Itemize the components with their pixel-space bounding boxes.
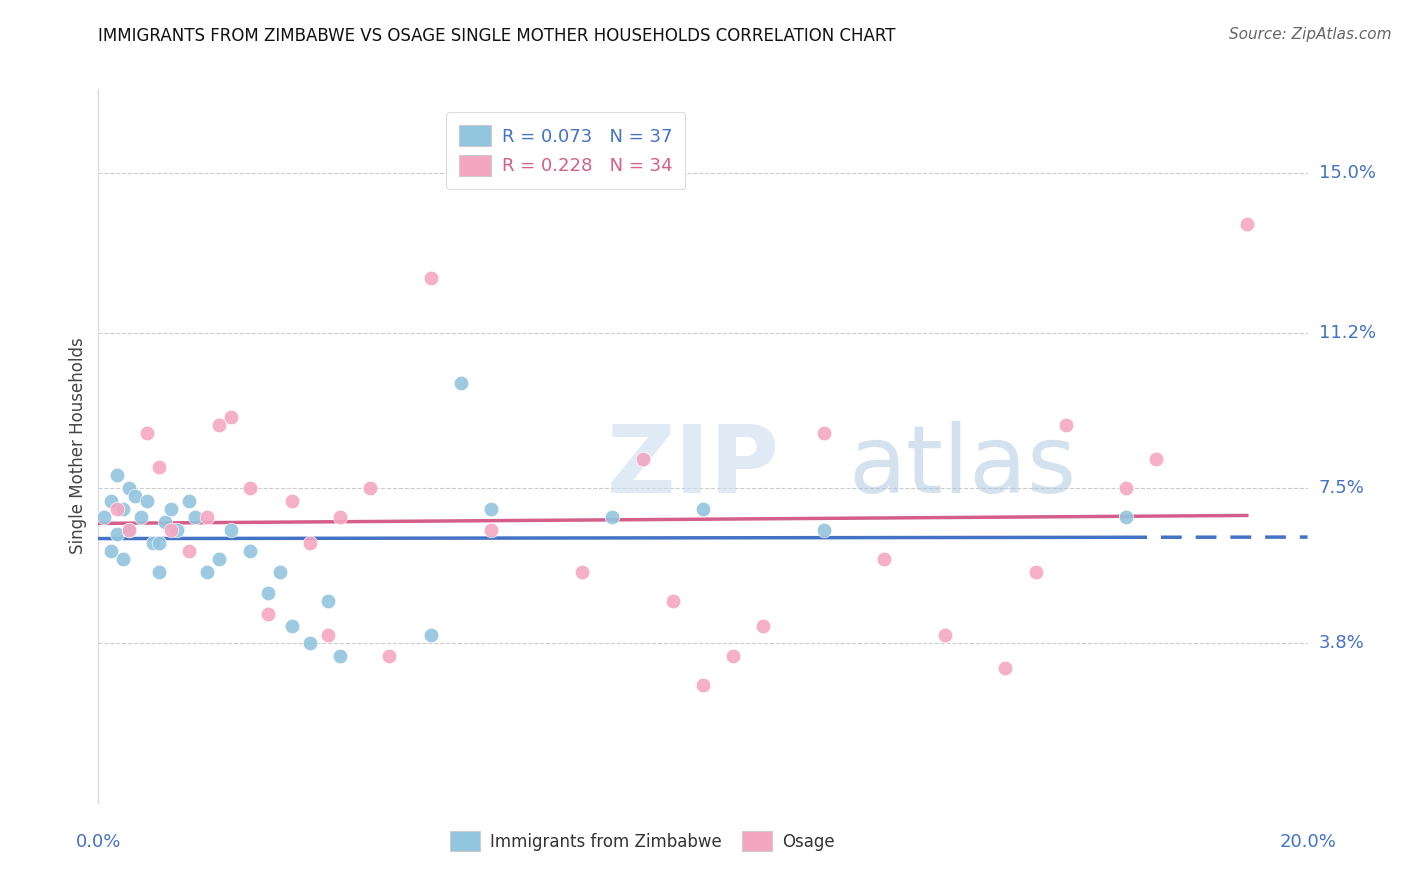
Point bbox=[631, 451, 654, 466]
Point bbox=[329, 510, 352, 524]
Point bbox=[195, 510, 218, 524]
Text: 0.0%: 0.0% bbox=[76, 833, 121, 851]
Text: 7.5%: 7.5% bbox=[1319, 479, 1365, 497]
Point bbox=[1024, 565, 1046, 579]
Point bbox=[752, 619, 775, 633]
Point bbox=[873, 552, 896, 566]
Text: Source: ZipAtlas.com: Source: ZipAtlas.com bbox=[1229, 27, 1392, 42]
Point bbox=[166, 523, 188, 537]
Point bbox=[105, 502, 128, 516]
Point bbox=[994, 661, 1017, 675]
Point bbox=[481, 502, 503, 516]
Point bbox=[481, 523, 503, 537]
Point bbox=[1115, 510, 1137, 524]
Point bbox=[299, 636, 322, 650]
Point bbox=[184, 510, 207, 524]
Point bbox=[256, 586, 278, 600]
Point bbox=[377, 648, 399, 663]
Point bbox=[239, 481, 262, 495]
Point bbox=[208, 417, 231, 432]
Point bbox=[105, 468, 128, 483]
Point bbox=[118, 523, 141, 537]
Point bbox=[723, 648, 745, 663]
Text: 20.0%: 20.0% bbox=[1279, 833, 1336, 851]
Point bbox=[420, 628, 443, 642]
Point bbox=[208, 552, 231, 566]
Point bbox=[105, 527, 128, 541]
Point bbox=[118, 481, 141, 495]
Point bbox=[571, 565, 593, 579]
Point bbox=[934, 628, 956, 642]
Point bbox=[129, 510, 152, 524]
Point bbox=[1054, 417, 1077, 432]
Point bbox=[118, 523, 141, 537]
Point bbox=[148, 565, 170, 579]
Point bbox=[124, 489, 146, 503]
Text: 15.0%: 15.0% bbox=[1319, 164, 1375, 182]
Point bbox=[1144, 451, 1167, 466]
Point bbox=[299, 535, 322, 549]
Point bbox=[160, 523, 183, 537]
Text: 3.8%: 3.8% bbox=[1319, 634, 1364, 652]
Point bbox=[329, 648, 352, 663]
Point bbox=[813, 523, 835, 537]
Point bbox=[692, 678, 714, 692]
Point bbox=[142, 535, 165, 549]
Text: ZIP: ZIP bbox=[606, 421, 779, 514]
Text: atlas: atlas bbox=[848, 421, 1077, 514]
Point bbox=[93, 510, 115, 524]
Point bbox=[450, 376, 472, 390]
Point bbox=[111, 502, 134, 516]
Point bbox=[221, 523, 243, 537]
Point bbox=[1115, 481, 1137, 495]
Text: 11.2%: 11.2% bbox=[1319, 324, 1376, 342]
Point bbox=[135, 426, 157, 441]
Point bbox=[1236, 217, 1258, 231]
Point bbox=[269, 565, 291, 579]
Text: IMMIGRANTS FROM ZIMBABWE VS OSAGE SINGLE MOTHER HOUSEHOLDS CORRELATION CHART: IMMIGRANTS FROM ZIMBABWE VS OSAGE SINGLE… bbox=[98, 27, 896, 45]
Point bbox=[661, 594, 683, 608]
Point bbox=[360, 481, 382, 495]
Point bbox=[281, 493, 304, 508]
Point bbox=[148, 535, 170, 549]
Point bbox=[602, 510, 624, 524]
Legend: Immigrants from Zimbabwe, Osage: Immigrants from Zimbabwe, Osage bbox=[439, 820, 846, 863]
Point bbox=[179, 544, 201, 558]
Point bbox=[179, 493, 201, 508]
Point bbox=[195, 565, 218, 579]
Point bbox=[420, 271, 443, 285]
Point bbox=[148, 460, 170, 475]
Point bbox=[692, 502, 714, 516]
Y-axis label: Single Mother Households: Single Mother Households bbox=[69, 338, 87, 554]
Point bbox=[281, 619, 304, 633]
Point bbox=[153, 515, 176, 529]
Point bbox=[256, 607, 278, 621]
Point bbox=[221, 409, 243, 424]
Point bbox=[316, 594, 339, 608]
Point bbox=[239, 544, 262, 558]
Point bbox=[160, 502, 183, 516]
Point bbox=[813, 426, 835, 441]
Point bbox=[111, 552, 134, 566]
Point bbox=[135, 493, 157, 508]
Point bbox=[100, 493, 122, 508]
Point bbox=[100, 544, 122, 558]
Point bbox=[316, 628, 339, 642]
